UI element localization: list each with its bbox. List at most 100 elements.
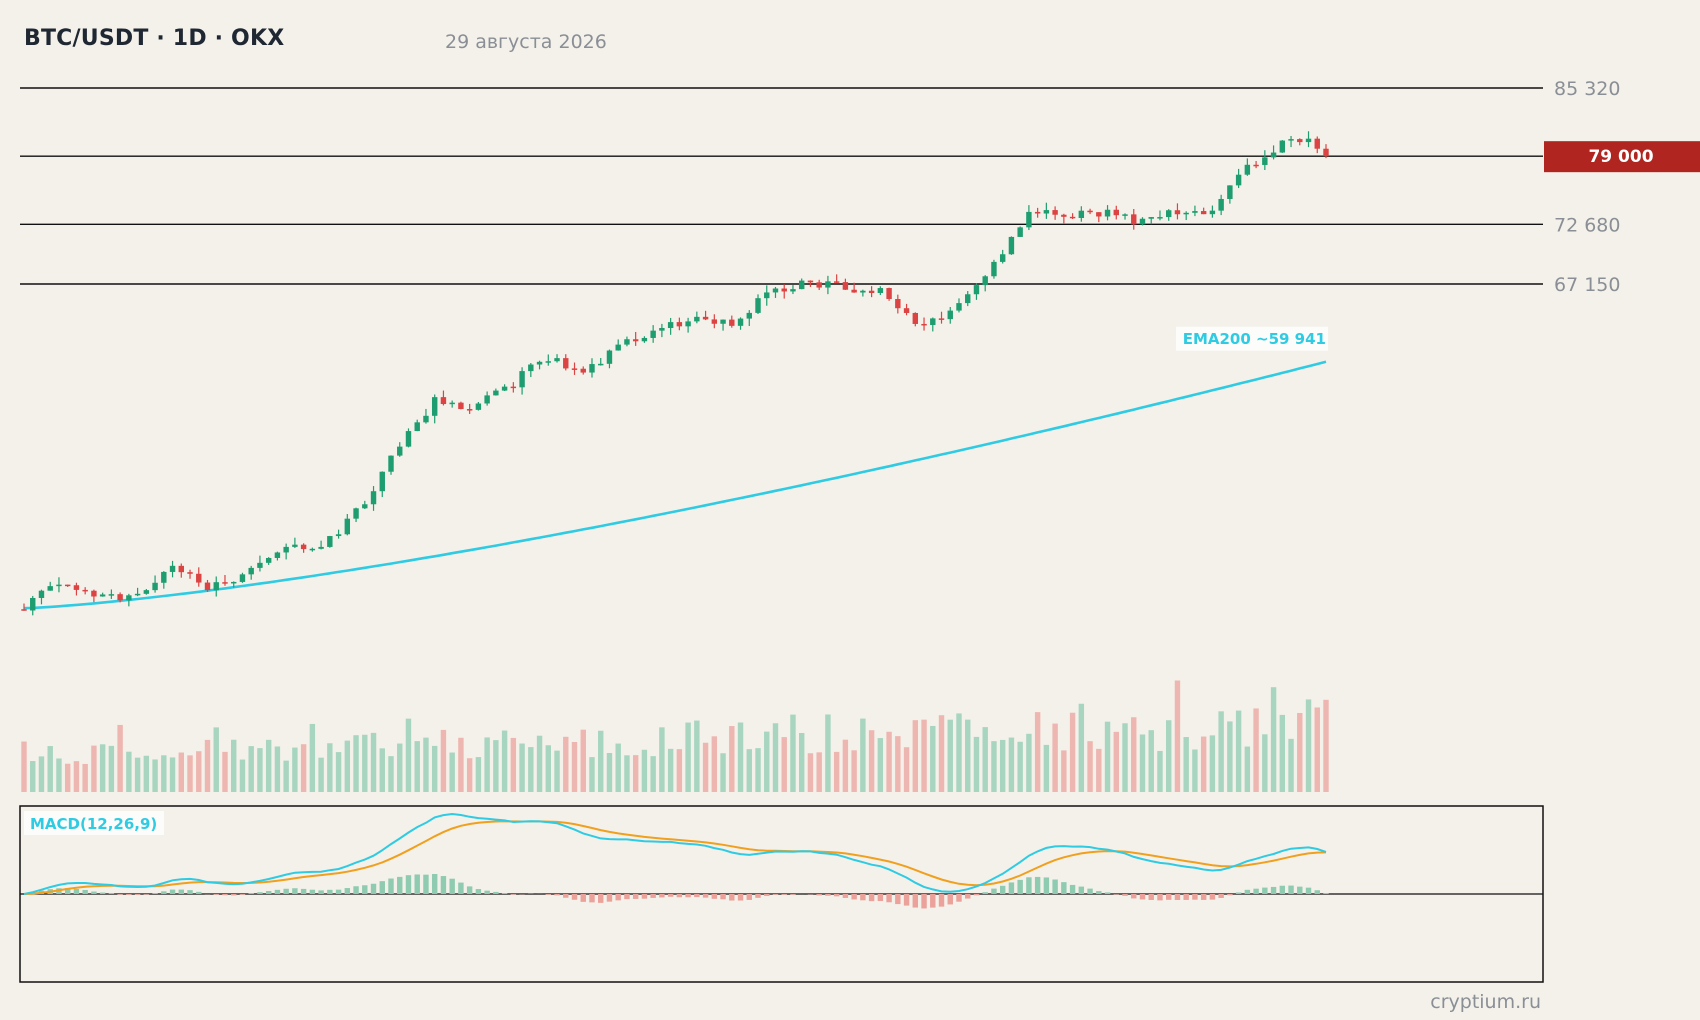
level-label-0: 85 320 (1554, 78, 1620, 100)
volume-bar (1043, 744, 1050, 792)
candle-body (47, 586, 53, 591)
candle-body (38, 590, 45, 598)
candle (702, 310, 709, 321)
volume-bar (667, 748, 674, 792)
candle (239, 572, 246, 583)
candle-body (877, 288, 884, 294)
volume-bar (912, 720, 919, 792)
candle-body (1087, 210, 1093, 213)
macd-hist-bar (152, 893, 158, 894)
macd-hist-bar (563, 894, 569, 898)
macd-pane: MACD(12,26,9) (19, 805, 1544, 983)
candle (1017, 226, 1023, 237)
candle-body (1235, 174, 1242, 186)
volume-bar (1218, 711, 1224, 792)
volume-bar (571, 741, 578, 792)
candle-body (1262, 157, 1268, 165)
candle-body (440, 397, 447, 405)
candle (1096, 212, 1102, 223)
macd-hist-bar (1305, 887, 1312, 894)
macd-hist-bar (484, 890, 490, 894)
candle-body (1096, 212, 1102, 217)
candle-body (1314, 138, 1320, 149)
macd-hist-bar (676, 894, 683, 898)
candle (615, 339, 621, 351)
volume-bar (921, 719, 927, 792)
candle (178, 563, 184, 578)
macd-hist-bar (764, 894, 770, 897)
volume-bar (187, 755, 193, 792)
macd-hist-bar (414, 874, 420, 894)
macd-hist-bar (851, 894, 857, 900)
candle-body (999, 254, 1006, 262)
volume-bar (947, 719, 953, 792)
volume-bar (563, 736, 569, 792)
volume-bar (519, 743, 525, 792)
candle (1008, 236, 1015, 255)
candle (1122, 213, 1128, 220)
candle (528, 362, 534, 378)
candle (117, 592, 123, 603)
macd-hist-bar (108, 893, 115, 894)
macd-hist-bar (729, 894, 735, 901)
candle (1157, 210, 1163, 221)
candle (938, 311, 945, 324)
candle (353, 507, 359, 523)
candle (64, 584, 71, 587)
candle (1052, 206, 1058, 220)
candle-body (807, 280, 814, 283)
candle-body (274, 552, 281, 558)
candle-body (370, 491, 377, 505)
candle-body (231, 581, 237, 584)
macd-hist-bar (921, 894, 927, 909)
candle-body (1192, 211, 1198, 213)
candle-body (134, 593, 141, 596)
macd-hist-bar (615, 894, 621, 901)
volume-bar (1148, 730, 1154, 792)
volume-bar (1209, 735, 1216, 792)
candle (362, 500, 368, 510)
candle-body (1288, 139, 1294, 141)
candle-body (1131, 214, 1137, 225)
macd-hist-bar (362, 885, 368, 894)
macd-hist-bar (510, 894, 517, 895)
candle-body (222, 582, 228, 584)
macd-hist-bar (650, 894, 656, 898)
candle (1131, 208, 1137, 230)
candle-body (1113, 209, 1119, 216)
volume-bar (1052, 723, 1058, 792)
candle-body (56, 584, 62, 587)
volume-bar (1034, 712, 1041, 792)
macd-hist-bar (755, 894, 761, 898)
volume-bar (344, 740, 351, 792)
volume-bar (798, 732, 805, 792)
candle (73, 582, 80, 596)
candle-body (973, 285, 980, 295)
volume-bar (1305, 699, 1312, 792)
candle-body (886, 288, 892, 300)
candle (1139, 217, 1146, 226)
macd-hist-bar (1323, 893, 1329, 894)
macd-hist-bar (641, 894, 648, 899)
candle (169, 560, 176, 578)
macd-hist-bar (624, 894, 630, 900)
volume-bar (1087, 741, 1093, 792)
volume-bar (405, 718, 412, 792)
candle-body (746, 312, 752, 319)
volume-bar (886, 731, 892, 792)
candle-body (108, 594, 115, 596)
volume-bar (833, 751, 840, 792)
volume-bar (370, 732, 377, 792)
candle-body (764, 292, 770, 299)
volume-bar (816, 752, 822, 792)
candle (204, 579, 211, 592)
volume-bar (213, 727, 219, 792)
macd-hist-bar (554, 894, 560, 896)
candle-body (729, 319, 735, 326)
candle-body (510, 386, 517, 389)
candle (187, 569, 193, 579)
volume-bar (196, 751, 202, 792)
candle-body (685, 321, 691, 327)
macd-hist-bar (126, 894, 132, 895)
